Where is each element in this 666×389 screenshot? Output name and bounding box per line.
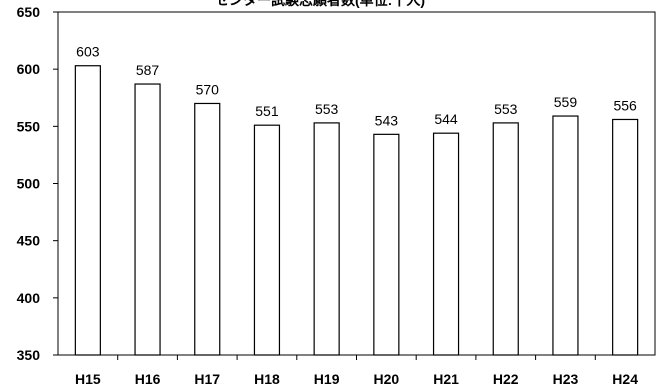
data-label-h18: 551: [255, 103, 279, 119]
data-label-h21: 544: [434, 111, 458, 127]
chart-title: センター試験志願者数(単位:千人): [215, 0, 425, 8]
y-tick-label: 450: [17, 233, 41, 249]
x-tick-label-h19: H19: [314, 371, 340, 387]
bar-h16: [134, 83, 161, 356]
y-axis-ticks: 350 400 450 500 550 600 650: [17, 4, 58, 363]
data-label-h17: 570: [196, 81, 220, 97]
data-label-h19: 553: [315, 101, 339, 117]
data-label-h22: 553: [494, 101, 518, 117]
data-label-h23: 559: [554, 94, 578, 110]
bar-h21: [432, 132, 460, 356]
y-tick-label: 350: [17, 347, 41, 363]
bar-h19: [313, 122, 340, 356]
data-label-h15: 603: [76, 44, 100, 60]
y-tick-label: 650: [17, 4, 41, 20]
x-tick-label-h20: H20: [374, 371, 400, 387]
bar-h15: [74, 65, 101, 356]
y-tick-label: 400: [17, 290, 41, 306]
bar-h22: [492, 122, 519, 356]
data-label-h16: 587: [136, 62, 160, 78]
data-labels: 603 587 570 551 553 543 544 553 559 556: [76, 44, 637, 129]
bar-h20: [373, 133, 400, 356]
bars: [74, 65, 639, 356]
data-label-h20: 543: [375, 112, 399, 128]
bar-h23: [552, 115, 579, 356]
bar-h24: [612, 118, 639, 356]
x-tick-label-h21: H21: [433, 371, 459, 387]
x-tick-label-h16: H16: [135, 371, 161, 387]
x-tick-label-h15: H15: [75, 371, 101, 387]
y-tick-label: 500: [17, 176, 41, 192]
x-tick-label-h22: H22: [493, 371, 519, 387]
y-tick-label: 550: [17, 118, 41, 134]
x-tick-label-h23: H23: [553, 371, 579, 387]
x-tick-label-h18: H18: [254, 371, 280, 387]
bar-h18: [253, 124, 281, 356]
data-label-h24: 556: [613, 97, 637, 113]
x-tick-label-h24: H24: [612, 371, 638, 387]
y-tick-label: 600: [17, 61, 41, 77]
bar-h17: [194, 102, 221, 356]
x-axis-ticks: H15 H16 H17 H18 H19 H20 H21 H22 H23 H24: [75, 355, 638, 387]
x-tick-label-h17: H17: [194, 371, 220, 387]
